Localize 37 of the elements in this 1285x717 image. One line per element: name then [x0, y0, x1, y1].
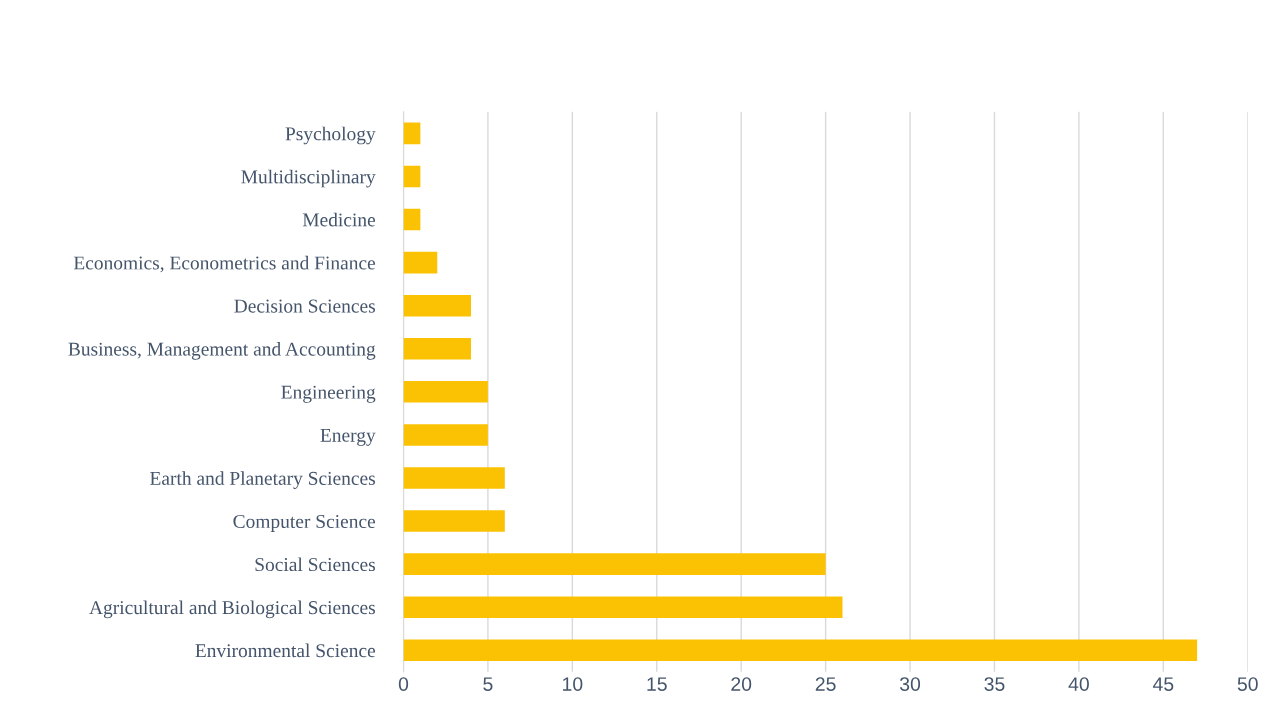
bar [403, 381, 488, 403]
y-tick-label: Earth and Planetary Sciences [150, 471, 375, 489]
y-tick-label: Social Sciences [255, 557, 375, 572]
y-tick-label: Psychology [285, 126, 376, 145]
bar [403, 208, 421, 231]
y-tick-label: Computer Science [233, 514, 376, 532]
bar [403, 122, 421, 145]
bar [403, 294, 472, 317]
x-tick-label: 30 [899, 677, 921, 691]
y-tick-label: Medicine [302, 212, 376, 227]
x-tick-label: 20 [731, 677, 752, 691]
x-tick-label: 40 [1068, 677, 1089, 691]
x-tick-label: 0 [398, 677, 409, 691]
bar [403, 510, 505, 532]
y-tick-label: Energy [320, 428, 376, 446]
x-tick-label: 25 [815, 677, 836, 691]
x-tick-label: 50 [1237, 677, 1258, 691]
bar [403, 424, 488, 446]
x-tick-label: 5 [483, 677, 493, 691]
bar [403, 553, 826, 575]
y-tick-label: Agricultural and Biological Sciences [89, 600, 375, 619]
bar [403, 639, 1198, 662]
y-tick-label: Economics, Econometrics and Finance [73, 255, 376, 273]
bar [403, 165, 421, 188]
x-tick-label: 45 [1152, 677, 1174, 691]
bar [403, 467, 505, 489]
y-tick-label: Engineering [281, 385, 376, 403]
x-tick-label: 35 [984, 677, 1005, 691]
y-tick-label: Business, Management and Accounting [68, 342, 376, 360]
x-tick-label: 15 [647, 677, 667, 691]
y-tick-label: Decision Sciences [234, 299, 375, 313]
bar [403, 596, 843, 618]
y-tick-label: Environmental Science [195, 643, 376, 658]
bar [403, 251, 438, 274]
bar [403, 338, 472, 360]
x-tick-label: 10 [563, 677, 583, 691]
y-tick-label: Multidisciplinary [241, 169, 376, 188]
